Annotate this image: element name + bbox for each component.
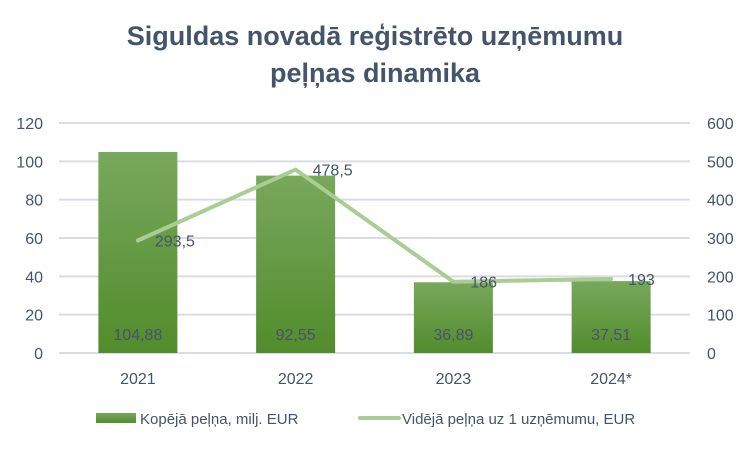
line-data-label: 186	[470, 275, 497, 292]
y-left-tick-label: 100	[16, 154, 43, 171]
bar	[256, 175, 336, 353]
bar-data-label: 104,88	[113, 327, 162, 344]
x-tick-label: 2022	[278, 371, 314, 388]
y-left-tick-label: 80	[25, 193, 43, 210]
chart-title-line-2: peļņas dinamika	[269, 58, 481, 88]
line-series	[135, 167, 614, 284]
line-data-label: 293,5	[155, 233, 195, 250]
x-tick-label: 2023	[436, 371, 472, 388]
bar-data-label: 92,55	[276, 327, 316, 344]
bar-data-label: 37,51	[591, 327, 631, 344]
y-left-tick-label: 120	[16, 116, 43, 133]
y-right-tick-label: 500	[707, 154, 734, 171]
x-tick-label: 2024*	[590, 371, 632, 388]
legend-label-bar: Kopējā peļņa, milj. EUR	[140, 411, 299, 428]
x-tick-label: 2021	[120, 371, 156, 388]
legend-swatch-bar	[96, 413, 136, 423]
legend-label-line: Vidējā peļņa uz 1 uzņēmumu, EUR	[402, 411, 635, 428]
y-right-tick-label: 200	[707, 269, 734, 286]
y-right-tick-label: 100	[707, 308, 734, 325]
y-right-tick-label: 0	[707, 346, 716, 363]
line-data-label: 478,5	[313, 163, 353, 180]
y-right-tick-label: 600	[707, 116, 734, 133]
y-left-tick-label: 0	[34, 346, 43, 363]
bar	[571, 281, 651, 353]
y-left-tick-label: 60	[25, 231, 43, 248]
y-right-tick-label: 300	[707, 231, 734, 248]
y-right-tick-label: 400	[707, 193, 734, 210]
bar-data-label: 36,89	[433, 327, 473, 344]
y-left-tick-label: 20	[25, 308, 43, 325]
chart-title: Siguldas novadā reģistrēto uzņēmumu peļņ…	[0, 18, 750, 92]
y-left-tick-label: 40	[25, 269, 43, 286]
bar	[413, 282, 493, 353]
line-data-label: 193	[628, 272, 655, 289]
bar	[98, 151, 178, 353]
chart-title-line-1: Siguldas novadā reģistrēto uzņēmumu	[126, 21, 624, 51]
